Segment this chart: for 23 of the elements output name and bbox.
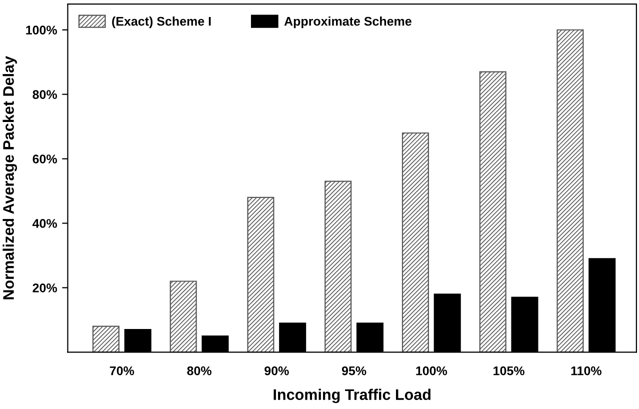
y-tick-label: 80%: [32, 90, 57, 99]
x-tick-label: 110%: [571, 366, 602, 376]
y-tick-label: 60%: [32, 154, 57, 164]
x-tick-label: 100%: [416, 366, 448, 376]
x-tick-label: 70%: [110, 366, 134, 376]
x-axis-title: Incoming Traffic Load: [274, 388, 430, 404]
y-tick-label: 100%: [26, 26, 57, 35]
bar: [402, 132, 429, 352]
y-axis-title: Normalized Average Packet Delay: [2, 56, 18, 300]
y-tick-label: 40%: [32, 219, 57, 228]
x-tick-label: 105%: [494, 366, 524, 376]
x-tick-label: 90%: [264, 366, 289, 376]
x-tick-label: 95%: [342, 366, 366, 376]
bar: [247, 196, 274, 352]
legend-label: (Exact) Scheme I: [112, 16, 211, 28]
legend-label: Approximate Scheme: [284, 16, 412, 28]
bar: [556, 29, 584, 352]
bar: [170, 280, 197, 352]
bar: [92, 326, 120, 352]
y-tick-label: 20%: [32, 283, 57, 292]
bar: [479, 71, 506, 352]
bar: [324, 180, 352, 352]
x-tick-label: 80%: [187, 366, 212, 376]
